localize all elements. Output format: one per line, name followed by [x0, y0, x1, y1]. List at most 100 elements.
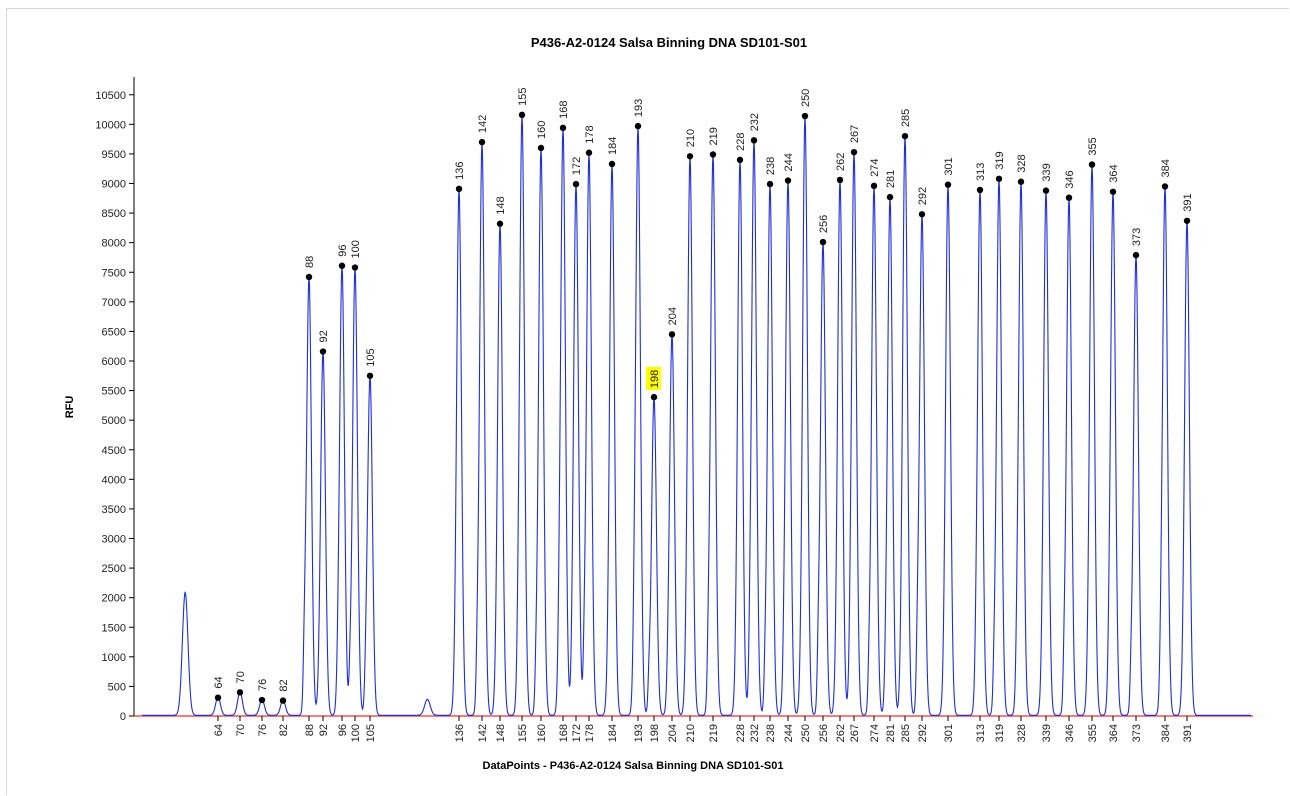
peak-marker — [784, 177, 792, 184]
x-tick-label: 267 — [849, 724, 861, 742]
peak-label: 319 — [994, 151, 1006, 169]
peak-marker — [1183, 217, 1191, 224]
x-tick-label: 96 — [337, 724, 349, 736]
peak-label: 105 — [365, 348, 377, 366]
x-tick-label: 184 — [607, 724, 619, 742]
y-tick-label: 7000 — [102, 297, 126, 309]
x-tick-label: 285 — [900, 724, 912, 742]
y-tick-label: 1000 — [102, 652, 126, 664]
peak-marker — [750, 137, 758, 144]
x-tick-label: 250 — [800, 724, 812, 742]
x-tick-label: 178 — [584, 724, 596, 742]
peak-marker — [366, 372, 374, 379]
x-tick-label: 136 — [454, 724, 466, 742]
x-tick-label: 262 — [835, 724, 847, 742]
peak-label: 301 — [943, 157, 955, 175]
peak-label: 346 — [1064, 170, 1076, 188]
x-tick-label: 210 — [685, 724, 697, 742]
rfu-trace-line — [142, 114, 1251, 716]
peak-label: 384 — [1160, 159, 1172, 177]
x-tick-label: 142 — [477, 724, 489, 742]
y-tick-label: 6500 — [102, 326, 126, 338]
peak-label: 274 — [869, 159, 881, 177]
peak-label: 373 — [1131, 228, 1143, 246]
peak-marker — [236, 689, 244, 696]
peak-label: 232 — [749, 113, 761, 131]
x-axis: 64 70 76 82 88 92 96 100 105 136 142 148 155 160 168 17… — [134, 715, 1253, 742]
y-tick-label: 8500 — [102, 208, 126, 220]
peak-marker — [1065, 194, 1073, 201]
peak-markers — [214, 111, 1191, 704]
y-tick-label: 4000 — [102, 474, 126, 486]
peak-marker — [1161, 183, 1169, 190]
y-tick-label: 4500 — [102, 445, 126, 457]
x-tick-label: 232 — [749, 724, 761, 742]
peak-marker — [870, 182, 878, 190]
peak-marker — [279, 697, 287, 704]
peak-label: 184 — [607, 137, 619, 155]
y-tick-label: 1500 — [102, 622, 126, 634]
peak-label: 88 — [304, 256, 316, 268]
chart-frame: P436-A2-0124 Salsa Binning DNA SD101-S01… — [6, 8, 1289, 795]
peak-marker — [976, 186, 984, 194]
peak-marker — [1017, 178, 1025, 185]
x-tick-label: 391 — [1182, 724, 1194, 742]
x-tick-label: 70 — [235, 724, 247, 736]
x-tick-label: 82 — [278, 724, 290, 736]
peak-label: 204 — [667, 307, 679, 325]
peak-label: 313 — [975, 163, 987, 181]
x-tick-label: 319 — [994, 724, 1006, 742]
peak-label: 82 — [278, 679, 290, 691]
x-tick-label: 256 — [818, 724, 830, 742]
x-tick-label: 346 — [1064, 724, 1076, 742]
y-tick-label: 2000 — [102, 593, 126, 605]
peak-marker — [819, 238, 827, 246]
x-tick-label: 228 — [735, 724, 747, 742]
x-tick-label: 105 — [365, 724, 377, 742]
peak-label: 76 — [257, 679, 269, 691]
x-tick-label: 88 — [304, 724, 316, 736]
peak-marker — [1109, 188, 1117, 195]
peak-label: 364 — [1108, 164, 1120, 182]
peak-label: 250 — [800, 89, 812, 107]
peak-label: 328 — [1016, 154, 1028, 172]
x-tick-label: 100 — [350, 724, 362, 742]
peak-label: 96 — [337, 244, 349, 256]
peak-label: 100 — [350, 240, 362, 258]
peak-label: 267 — [849, 125, 861, 143]
x-tick-label: 198 — [649, 724, 661, 742]
y-tick-label: 6000 — [102, 356, 126, 368]
peak-marker — [686, 153, 694, 160]
peak-label: 281 — [885, 170, 897, 188]
peak-marker — [585, 149, 593, 156]
peak-label: 148 — [495, 196, 507, 214]
peak-marker — [351, 264, 359, 271]
x-tick-label: 92 — [318, 724, 330, 736]
peak-marker — [572, 180, 580, 188]
peak-label: 160 — [536, 121, 548, 139]
y-tick-label: 9500 — [102, 149, 126, 161]
x-tick-label: 339 — [1041, 724, 1053, 742]
peak-label: 210 — [685, 129, 697, 147]
peak-marker — [319, 348, 327, 355]
peak-label: 92 — [318, 330, 330, 342]
x-tick-label: 281 — [885, 724, 897, 742]
peak-marker — [634, 122, 642, 130]
x-tick-label: 238 — [765, 724, 777, 742]
peak-label: 292 — [917, 187, 929, 205]
peak-marker — [836, 176, 844, 184]
peak-label: 172 — [571, 157, 583, 175]
peak-label: 168 — [558, 101, 570, 119]
x-tick-label: 301 — [943, 724, 955, 742]
peak-marker — [338, 262, 346, 269]
trace — [142, 114, 1251, 716]
y-axis-title: RFU — [64, 396, 76, 419]
peak-label: 256 — [818, 215, 830, 233]
y-tick-label: 2500 — [102, 563, 126, 575]
x-tick-label: 172 — [571, 724, 583, 742]
x-tick-label: 155 — [517, 724, 529, 742]
peak-label: 198 — [649, 370, 661, 388]
peak-label: 142 — [477, 115, 489, 133]
peak-label: 339 — [1041, 163, 1053, 181]
peak-marker — [537, 144, 545, 152]
